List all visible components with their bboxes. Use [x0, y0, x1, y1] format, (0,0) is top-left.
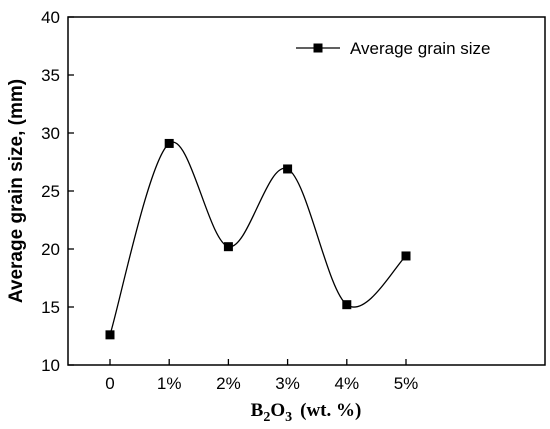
- y-tick-label: 30: [41, 124, 60, 143]
- x-label-o: O: [270, 400, 285, 421]
- x-tick-label: 1%: [157, 374, 182, 393]
- legend: Average grain size: [296, 39, 491, 58]
- y-tick-label: 15: [41, 298, 60, 317]
- y-tick-label: 20: [41, 240, 60, 259]
- y-axis-label: Average grain size, (mm): [6, 79, 27, 303]
- x-label-b: B: [251, 400, 264, 421]
- plot-frame: [67, 16, 546, 366]
- x-tick-label: 2%: [216, 374, 241, 393]
- data-point-1pct: [164, 138, 174, 148]
- data-point-3pct: [283, 164, 293, 174]
- y-tick-label: 35: [41, 66, 60, 85]
- x-label-unit: (wt. %): [300, 400, 361, 421]
- x-tick-label: 3%: [275, 374, 300, 393]
- data-point-4pct: [342, 300, 352, 310]
- x-axis-ticks: 0 1% 2% 3% 4% 5%: [105, 359, 418, 393]
- y-tick-label: 25: [41, 182, 60, 201]
- x-tick-label: 5%: [394, 374, 419, 393]
- legend-marker: [313, 43, 323, 53]
- x-tick-label: 0: [105, 374, 114, 393]
- y-tick-label: 10: [41, 356, 60, 375]
- x-tick-label: 4%: [335, 374, 360, 393]
- y-axis-ticks: 10 15 20 25 30 35 40: [41, 8, 74, 375]
- data-point-0: [105, 330, 115, 340]
- x-label-sub-3: 3: [285, 410, 292, 425]
- x-label-sub-2: 2: [263, 410, 270, 425]
- x-axis-label: B2O3 (wt. %): [251, 400, 362, 425]
- series-line-average-grain-size: [109, 141, 407, 336]
- legend-label: Average grain size: [350, 39, 491, 58]
- series-markers: [105, 138, 411, 340]
- data-point-5pct: [401, 251, 411, 261]
- data-point-2pct: [223, 242, 233, 252]
- y-tick-label: 40: [41, 8, 60, 27]
